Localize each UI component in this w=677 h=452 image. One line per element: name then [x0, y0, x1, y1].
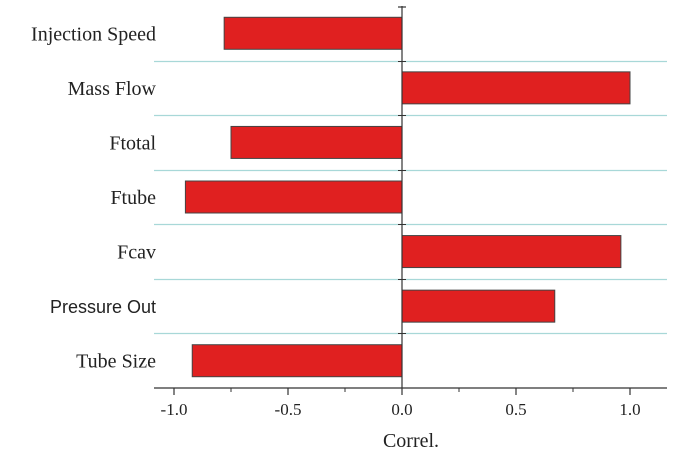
bars: [184, 16, 631, 378]
bar-injection-speed: [223, 16, 403, 50]
axes: -1.0 -0.5 0.0 0.5 1.0: [154, 6, 667, 419]
grid-lines: [154, 60, 667, 335]
category-label: Ftube: [110, 187, 156, 209]
x-tick-label: 0.0: [391, 400, 412, 419]
x-tick-label: 1.0: [619, 400, 640, 419]
bar-ftotal: [230, 125, 403, 159]
category-label: Fcav: [117, 242, 156, 264]
category-label: Ftotal: [109, 132, 156, 154]
bar-tube-size: [191, 344, 403, 378]
category-labels: Injection Speed Mass Flow Ftotal Ftube Fcav P…: [31, 23, 157, 372]
x-tick-label: 0.5: [505, 400, 526, 419]
x-tick-label: -1.0: [161, 400, 188, 419]
category-label: Mass Flow: [68, 78, 157, 100]
bar-ftube: [184, 180, 403, 214]
bar-fcav: [401, 235, 622, 269]
bar-mass-flow: [401, 71, 631, 105]
x-tick-label: -0.5: [275, 400, 302, 419]
x-axis-title: Correl.: [383, 430, 439, 452]
category-label: Tube Size: [76, 351, 156, 373]
bar-pressure-out: [401, 289, 556, 323]
category-label: Pressure Out: [50, 297, 156, 317]
category-label: Injection Speed: [31, 23, 156, 45]
